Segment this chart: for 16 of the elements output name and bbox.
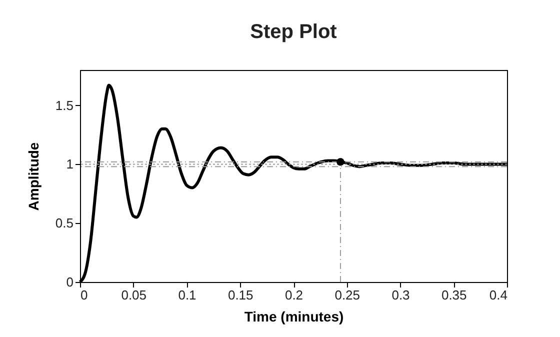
y-tick-label: 1 — [66, 156, 74, 172]
y-axis-title: Amplitude — [25, 142, 42, 211]
x-tick-label: 0.15 — [228, 288, 254, 302]
x-tick-label: 0.3 — [392, 288, 410, 302]
x-tick-label: 0.35 — [441, 288, 467, 302]
x-tick-label: 0 — [80, 288, 88, 302]
y-tick-label: 0 — [66, 274, 74, 290]
x-tick-label: 0.4 — [489, 288, 508, 302]
y-tick-label: 1.5 — [55, 98, 74, 113]
x-tick-label: 0.25 — [334, 288, 360, 302]
chart-title: Step Plot — [250, 21, 338, 43]
y-tick-label: 0.5 — [55, 216, 74, 231]
x-tick-label: 0.2 — [284, 288, 304, 302]
x-tick-label: 0.1 — [178, 288, 196, 302]
x-axis-title: Time (minutes) — [244, 308, 344, 324]
x-tick-label: 0.05 — [121, 288, 147, 302]
